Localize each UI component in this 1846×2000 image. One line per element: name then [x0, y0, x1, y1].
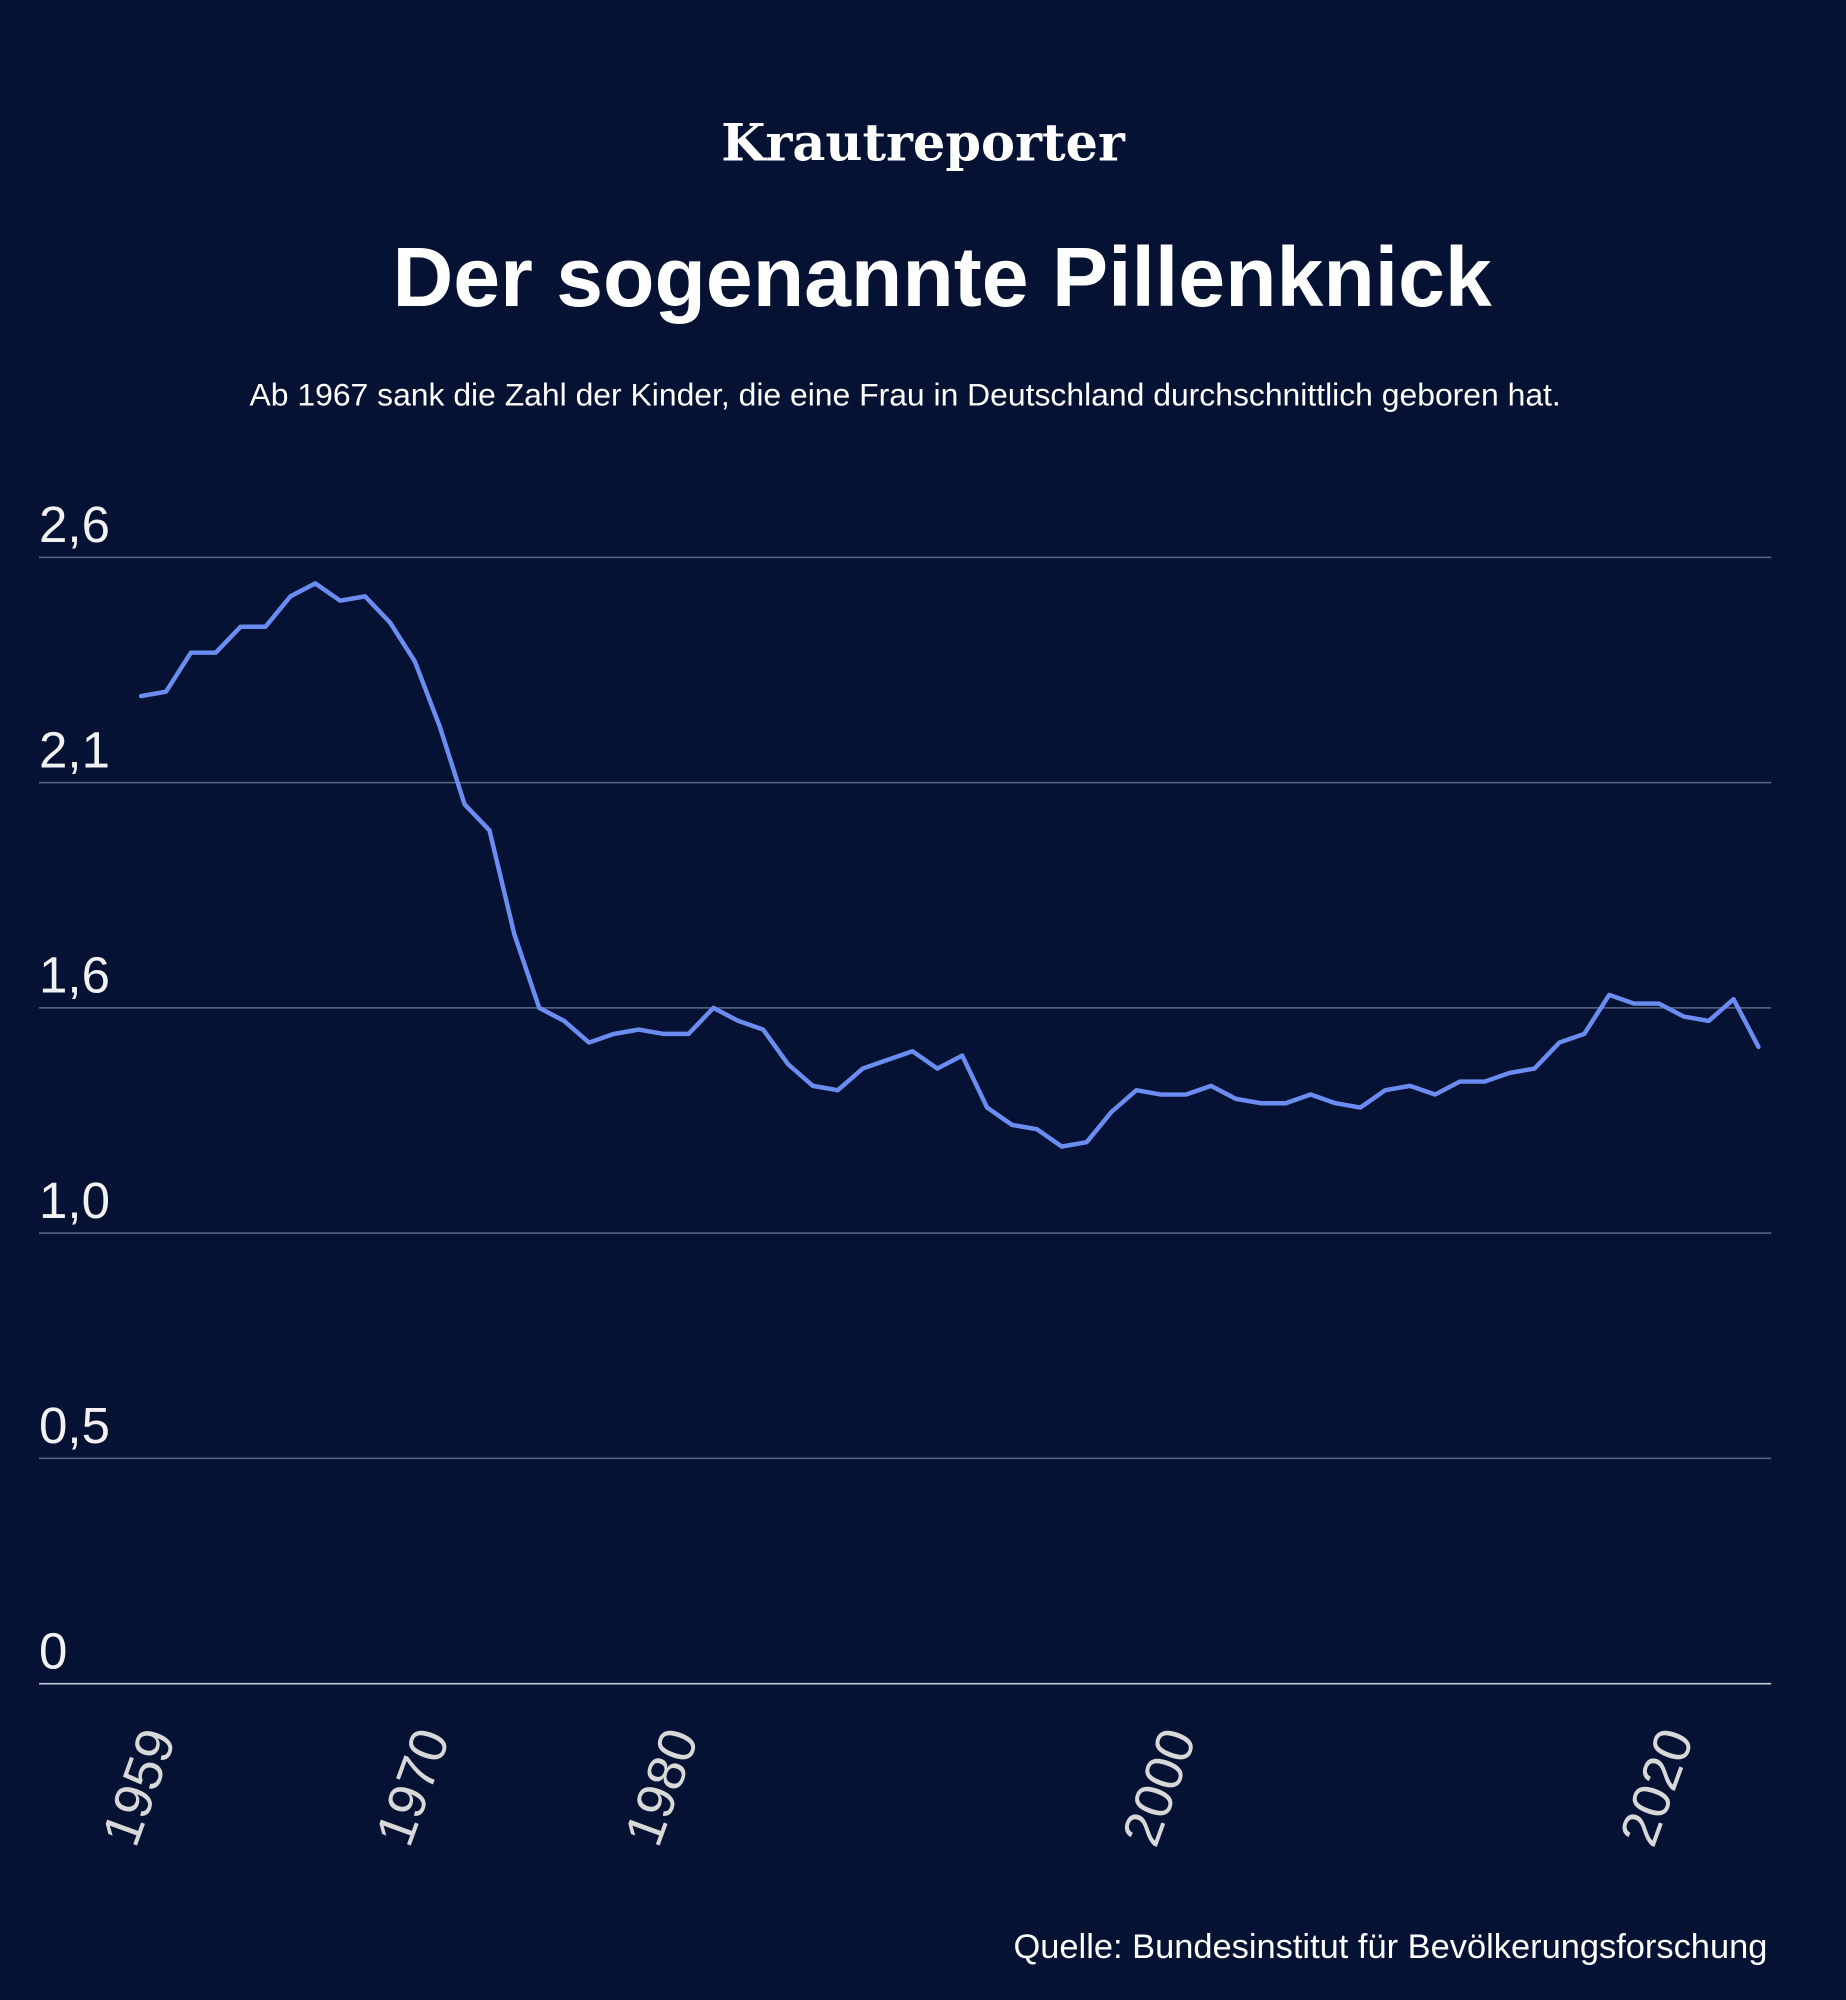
data-line — [138, 581, 1761, 1149]
chart-subtitle: Ab 1967 sank die Zahl der Kinder, die ei… — [250, 377, 1561, 413]
y-tick-label: 1,0 — [39, 1172, 110, 1229]
chart-title: Der sogenannte Pillenknick — [393, 230, 1492, 324]
y-tick-label: 0,5 — [39, 1397, 110, 1454]
source: Quelle: Bundesinstitut für Bevölkerungsf… — [1013, 1928, 1767, 1966]
brand: Krautreporter — [721, 114, 1126, 174]
y-tick-label: 2,1 — [39, 721, 110, 778]
y-tick-label: 1,6 — [39, 947, 110, 1004]
y-tick-label: 0 — [39, 1622, 67, 1679]
y-tick-label: 2,6 — [39, 496, 110, 553]
